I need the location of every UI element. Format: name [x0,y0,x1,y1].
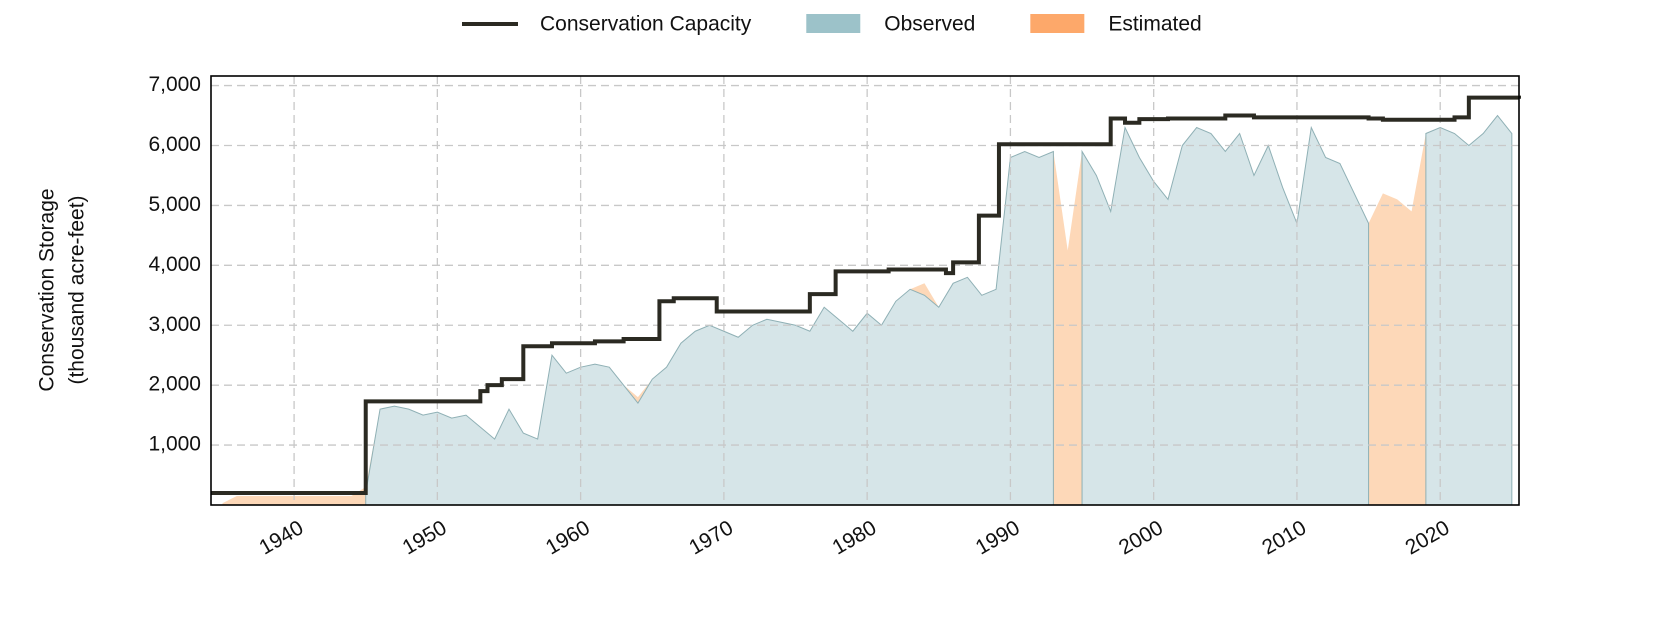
legend-label: Observed [884,13,975,36]
legend-label: Estimated [1108,13,1201,36]
y-tick-label: 2,000 [148,373,201,396]
plot-frame [210,75,1520,506]
y-tick-label: 4,000 [148,253,201,276]
x-tick-label: 1950 [399,516,451,559]
y-tick-label: 1,000 [148,433,201,456]
x-tick-label: 1970 [685,516,737,559]
x-tick-label: 2020 [1402,516,1454,559]
y-tick-label: 3,000 [148,313,201,336]
legend-patch [1030,14,1085,33]
y-axis-label: (thousand acre-feet) [66,195,89,384]
legend-label: Conservation Capacity [540,13,752,36]
y-tick-label: 5,000 [148,193,201,216]
x-tick-label: 1940 [255,516,307,559]
y-tick-label: 7,000 [148,73,201,96]
x-tick-label: 2010 [1258,516,1310,559]
x-tick-label: 1980 [828,516,880,559]
x-tick-label: 1990 [972,516,1024,559]
legend-patch [806,14,861,33]
y-axis-label: Conservation Storage [36,188,59,391]
y-tick-label: 6,000 [148,133,201,156]
area [365,114,1513,506]
x-tick-label: 2000 [1115,516,1167,559]
x-tick-label: 1960 [542,516,594,559]
step-line [211,95,1521,496]
